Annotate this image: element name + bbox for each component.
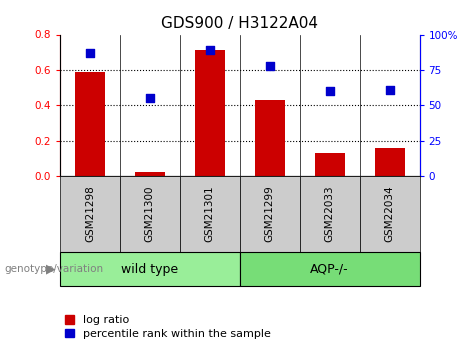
Point — [326, 88, 333, 94]
Point — [206, 47, 213, 53]
Title: GDS900 / H3122A04: GDS900 / H3122A04 — [161, 16, 318, 31]
Bar — [374, 148, 404, 176]
Point — [386, 87, 393, 92]
Text: GSM22034: GSM22034 — [384, 186, 395, 242]
Point — [146, 96, 154, 101]
Bar — [75, 72, 105, 176]
Bar — [254, 100, 284, 176]
Bar — [314, 153, 344, 176]
Text: wild type: wild type — [121, 263, 178, 276]
Point — [86, 50, 94, 56]
Text: AQP-/-: AQP-/- — [310, 263, 349, 276]
Text: GSM21300: GSM21300 — [145, 186, 155, 242]
Legend: log ratio, percentile rank within the sample: log ratio, percentile rank within the sa… — [65, 315, 271, 339]
Point — [266, 63, 273, 68]
Text: ▶: ▶ — [46, 263, 55, 276]
Text: GSM21301: GSM21301 — [205, 186, 215, 242]
Text: GSM21299: GSM21299 — [265, 186, 275, 242]
Bar — [195, 50, 225, 176]
Bar — [135, 172, 165, 176]
Text: GSM22033: GSM22033 — [325, 186, 335, 242]
Text: GSM21298: GSM21298 — [85, 186, 95, 242]
Text: genotype/variation: genotype/variation — [5, 264, 104, 274]
